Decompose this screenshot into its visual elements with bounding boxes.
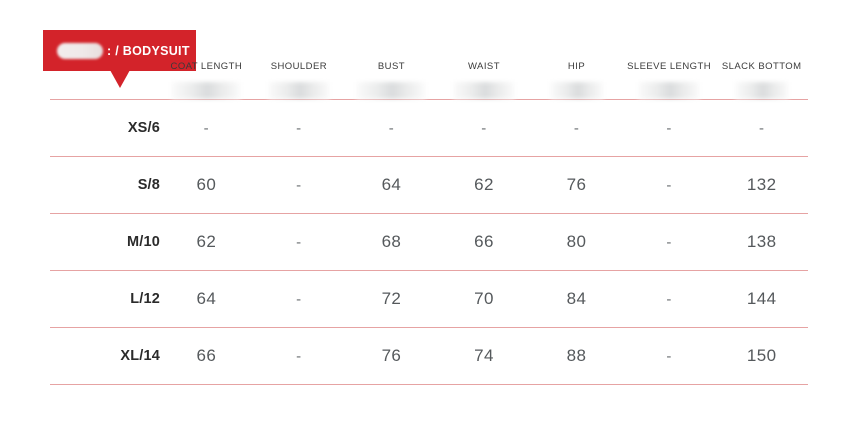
cell-hip: - [573,119,580,137]
cell-shoulder: - [296,119,302,137]
cell-hip: 76 [566,175,587,194]
table-row: S/8 60 - 64 62 76 - 132 [50,156,808,214]
cell-bust: 68 [381,232,402,251]
table-row: L/12 64 - 72 70 84 - 144 [50,270,808,328]
cell-sleeve-length: - [666,347,672,365]
cell-slack-bottom: 138 [746,232,777,251]
cell-slack-bottom: 132 [746,175,777,194]
cell-waist: 74 [474,346,494,365]
cell-coat-length: 62 [196,232,217,251]
cell-coat-length: - [203,119,210,137]
cell-shoulder: - [296,290,302,308]
badge-pointer-icon [110,70,130,88]
cell-hip: 84 [566,289,587,308]
cell-shoulder: - [296,176,302,194]
column-header-size [50,60,160,100]
cell-coat-length: 66 [196,346,217,365]
table-row: XS/6 - - - - - - - [50,99,808,157]
column-header-waist: WAIST [438,60,531,100]
cell-waist: 62 [474,175,494,194]
table-row: XL/14 66 - 76 74 88 - 150 [50,327,808,385]
cell-sleeve-length: - [666,290,672,308]
blurred-subheader-icon [734,82,789,99]
cell-waist: 66 [474,232,494,251]
column-header-bust: BUST [345,60,438,100]
cell-coat-length: 64 [196,289,217,308]
cell-coat-length: 60 [196,175,217,194]
row-size-label: XL/14 [120,348,161,364]
cell-bust: 76 [381,346,402,365]
cell-shoulder: - [296,347,302,365]
cell-waist: 70 [474,289,494,308]
column-header-coat-length: COAT LENGTH [160,60,253,100]
blurred-subheader-icon [171,82,242,99]
cell-sleeve-length: - [666,233,672,251]
row-size-label: L/12 [130,291,161,307]
cell-bust: 72 [381,289,402,308]
row-size-label: S/8 [137,177,161,193]
size-chart-table: COAT LENGTH SHOULDER BUST WAIST HIP SLEE… [50,60,808,385]
category-badge-label: : / BODYSUIT [107,43,190,58]
cell-waist: - [481,119,487,137]
cell-sleeve-length: - [666,176,672,194]
header-spacer [50,60,160,80]
table-row: M/10 62 - 68 66 80 - 138 [50,213,808,271]
blurred-subheader-icon [356,82,427,99]
cell-bust: 64 [381,175,402,194]
category-badge: : / BODYSUIT [43,30,196,71]
redacted-label-block [57,42,103,59]
column-header-shoulder: SHOULDER [253,60,346,100]
table-body: XS/6 - - - - - - - S/8 60 - 64 62 76 - 1… [50,99,808,385]
cell-hip: 88 [566,346,587,365]
cell-slack-bottom: - [758,119,765,137]
column-header-sleeve-length: SLEEVE LENGTH [623,60,716,100]
column-header-slack-bottom: SLACK BOTTOM [715,60,808,100]
blurred-subheader-icon [267,82,330,99]
cell-slack-bottom: 144 [746,289,777,308]
blurred-subheader-icon [638,82,701,99]
cell-bust: - [388,119,395,137]
cell-hip: 80 [566,232,587,251]
row-size-label: XS/6 [127,120,161,136]
table-header: COAT LENGTH SHOULDER BUST WAIST HIP SLEE… [50,60,808,100]
blurred-subheader-icon [549,82,604,99]
column-header-hip: HIP [530,60,623,100]
cell-sleeve-length: - [666,119,672,137]
cell-slack-bottom: 150 [746,346,777,365]
cell-shoulder: - [296,233,302,251]
blurred-subheader-icon [452,82,515,99]
row-size-label: M/10 [127,234,161,250]
